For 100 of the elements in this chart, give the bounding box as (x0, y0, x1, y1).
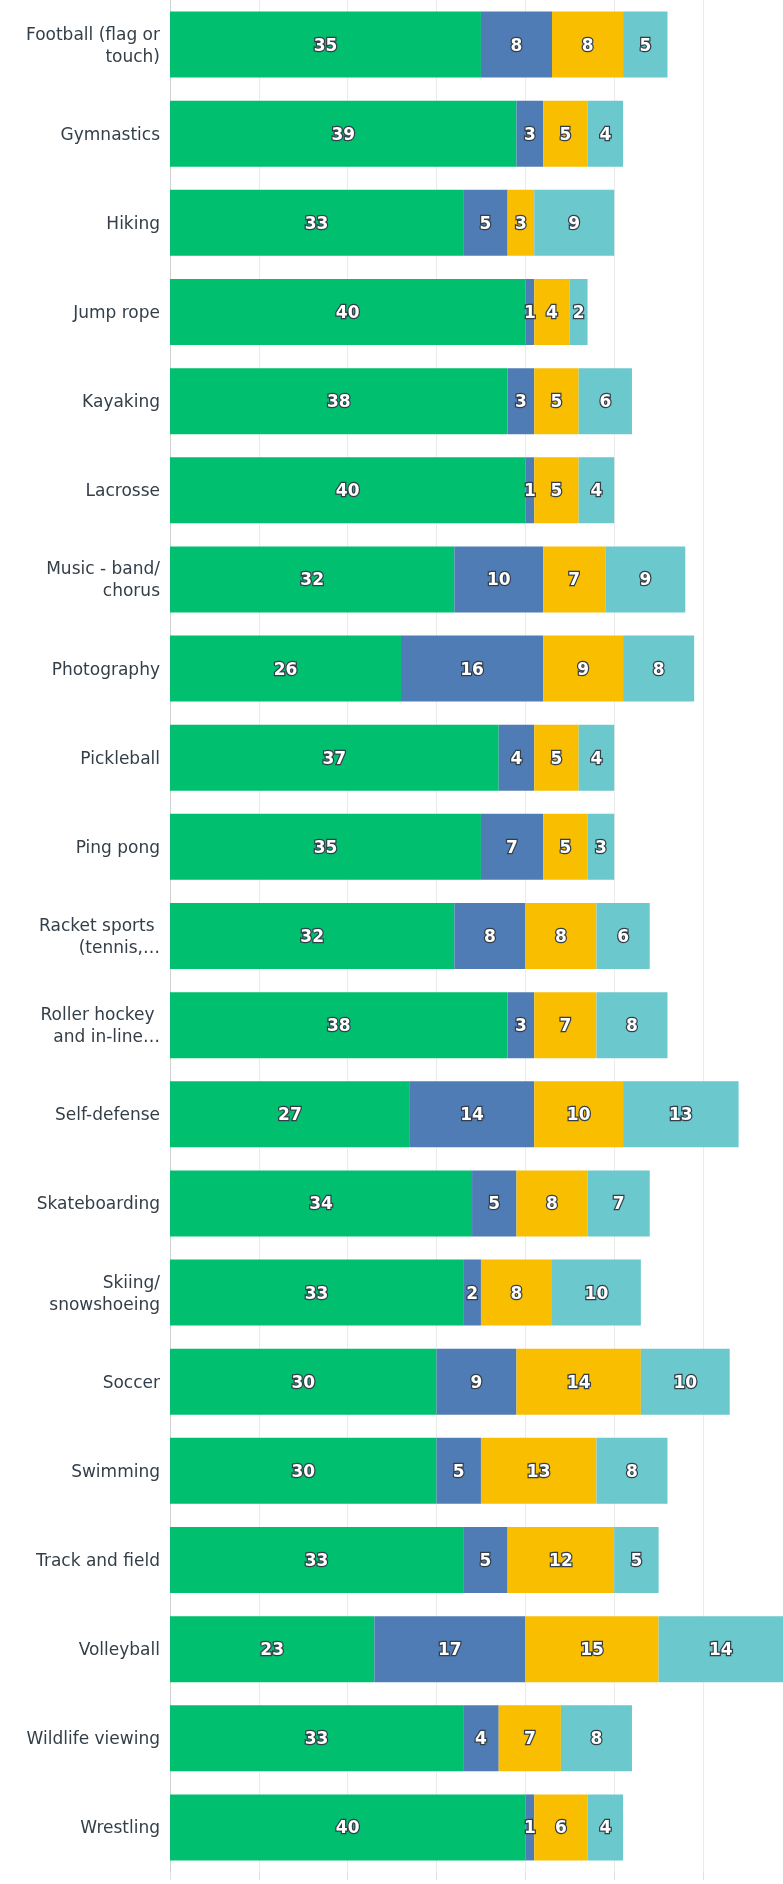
y-tick-label: Kayaking (82, 391, 160, 412)
bar (170, 11, 481, 78)
y-tick-label: Skiing/snowshoeing (49, 1271, 161, 1314)
data-label: 4 (510, 747, 523, 768)
bar (516, 1170, 588, 1237)
bar (605, 546, 686, 613)
bar (170, 903, 455, 969)
bar (587, 1794, 624, 1861)
y-tick-label: Skateboarding (36, 1193, 160, 1214)
data-label: 8 (590, 1728, 603, 1749)
bar (170, 724, 499, 791)
bar (543, 546, 606, 613)
bar (516, 1348, 641, 1415)
data-label: 2 (466, 1282, 478, 1303)
y-tick-label: Lacrosse (85, 480, 160, 501)
bar (170, 635, 401, 702)
data-label: 4 (590, 480, 603, 501)
bar (170, 813, 481, 880)
data-label: 3 (515, 212, 527, 233)
bar (534, 1081, 624, 1148)
data-label: 13 (526, 1460, 551, 1481)
y-tick-label: Racket sports (tennis,… (39, 915, 160, 957)
y-tick-label: Photography (51, 658, 160, 679)
data-label: 9 (639, 569, 652, 590)
y-tick-label: Pickleball (80, 747, 160, 768)
bar (170, 279, 526, 345)
bar (170, 1081, 410, 1148)
data-label: 34 (309, 1193, 334, 1214)
data-label: 27 (278, 1104, 302, 1125)
bar (578, 724, 615, 791)
data-label: 9 (470, 1371, 483, 1392)
data-label: 17 (438, 1639, 462, 1660)
data-label: 3 (515, 1015, 527, 1036)
data-label: 40 (335, 480, 360, 501)
bar (170, 1794, 526, 1861)
data-label: 10 (673, 1371, 698, 1392)
bar (480, 1259, 553, 1326)
data-label: 5 (550, 480, 563, 501)
data-label: 9 (568, 212, 581, 233)
data-label: 32 (300, 569, 324, 590)
data-label: 26 (273, 658, 298, 679)
bar (534, 189, 615, 256)
data-label: 10 (566, 1104, 591, 1125)
data-label: 7 (506, 836, 518, 857)
data-label: 5 (479, 212, 492, 233)
data-label: 14 (708, 1639, 733, 1660)
data-label: 8 (510, 1282, 523, 1303)
bar (543, 813, 588, 880)
bar (170, 457, 526, 524)
data-label: 3 (523, 123, 536, 144)
data-label: 4 (546, 302, 559, 322)
bar (614, 1527, 659, 1593)
data-label: 35 (313, 34, 338, 55)
y-tick-label: Soccer (102, 1371, 160, 1392)
data-label: 37 (322, 747, 347, 768)
data-label: 5 (639, 34, 652, 55)
data-label: 35 (313, 836, 338, 857)
bar (507, 1527, 615, 1593)
data-label: 7 (523, 1728, 536, 1749)
y-tick-label: Wildlife viewing (26, 1728, 160, 1749)
bar (640, 1348, 730, 1415)
y-tick-label: Ping pong (75, 836, 160, 857)
data-label: 4 (599, 1817, 612, 1838)
bar (170, 1348, 437, 1415)
data-label: 3 (515, 391, 527, 412)
data-label: 8 (626, 1460, 638, 1481)
data-label: 8 (554, 926, 567, 946)
bar (658, 1616, 783, 1683)
data-label: 10 (486, 569, 511, 590)
bar (480, 11, 553, 78)
bar (170, 1527, 464, 1593)
bar (623, 635, 695, 702)
bar (436, 1348, 517, 1415)
bar (578, 368, 632, 435)
data-label: 6 (599, 391, 612, 412)
y-tick-label: Swimming (71, 1460, 160, 1481)
bar (170, 1259, 464, 1326)
bar (623, 1081, 739, 1148)
data-label: 33 (304, 1282, 329, 1303)
bar (463, 1527, 508, 1593)
data-label: 30 (291, 1371, 316, 1392)
bar (374, 1616, 526, 1683)
data-label: 5 (479, 1550, 492, 1570)
data-label: 30 (291, 1460, 316, 1481)
data-label: 8 (483, 926, 496, 946)
data-label: 39 (331, 123, 356, 144)
bar (170, 1705, 464, 1772)
bar (498, 724, 535, 791)
bar (560, 1705, 632, 1772)
data-label: 33 (304, 1728, 329, 1749)
data-label: 33 (304, 1550, 329, 1570)
data-label: 3 (594, 836, 607, 857)
y-tick-label: Track and field (35, 1550, 160, 1570)
data-label: 6 (617, 926, 630, 946)
bar (596, 992, 668, 1059)
data-label: 14 (566, 1371, 591, 1392)
bar (534, 368, 579, 435)
bar (170, 1170, 473, 1237)
bar (525, 1616, 659, 1683)
data-label: 5 (488, 1193, 501, 1214)
